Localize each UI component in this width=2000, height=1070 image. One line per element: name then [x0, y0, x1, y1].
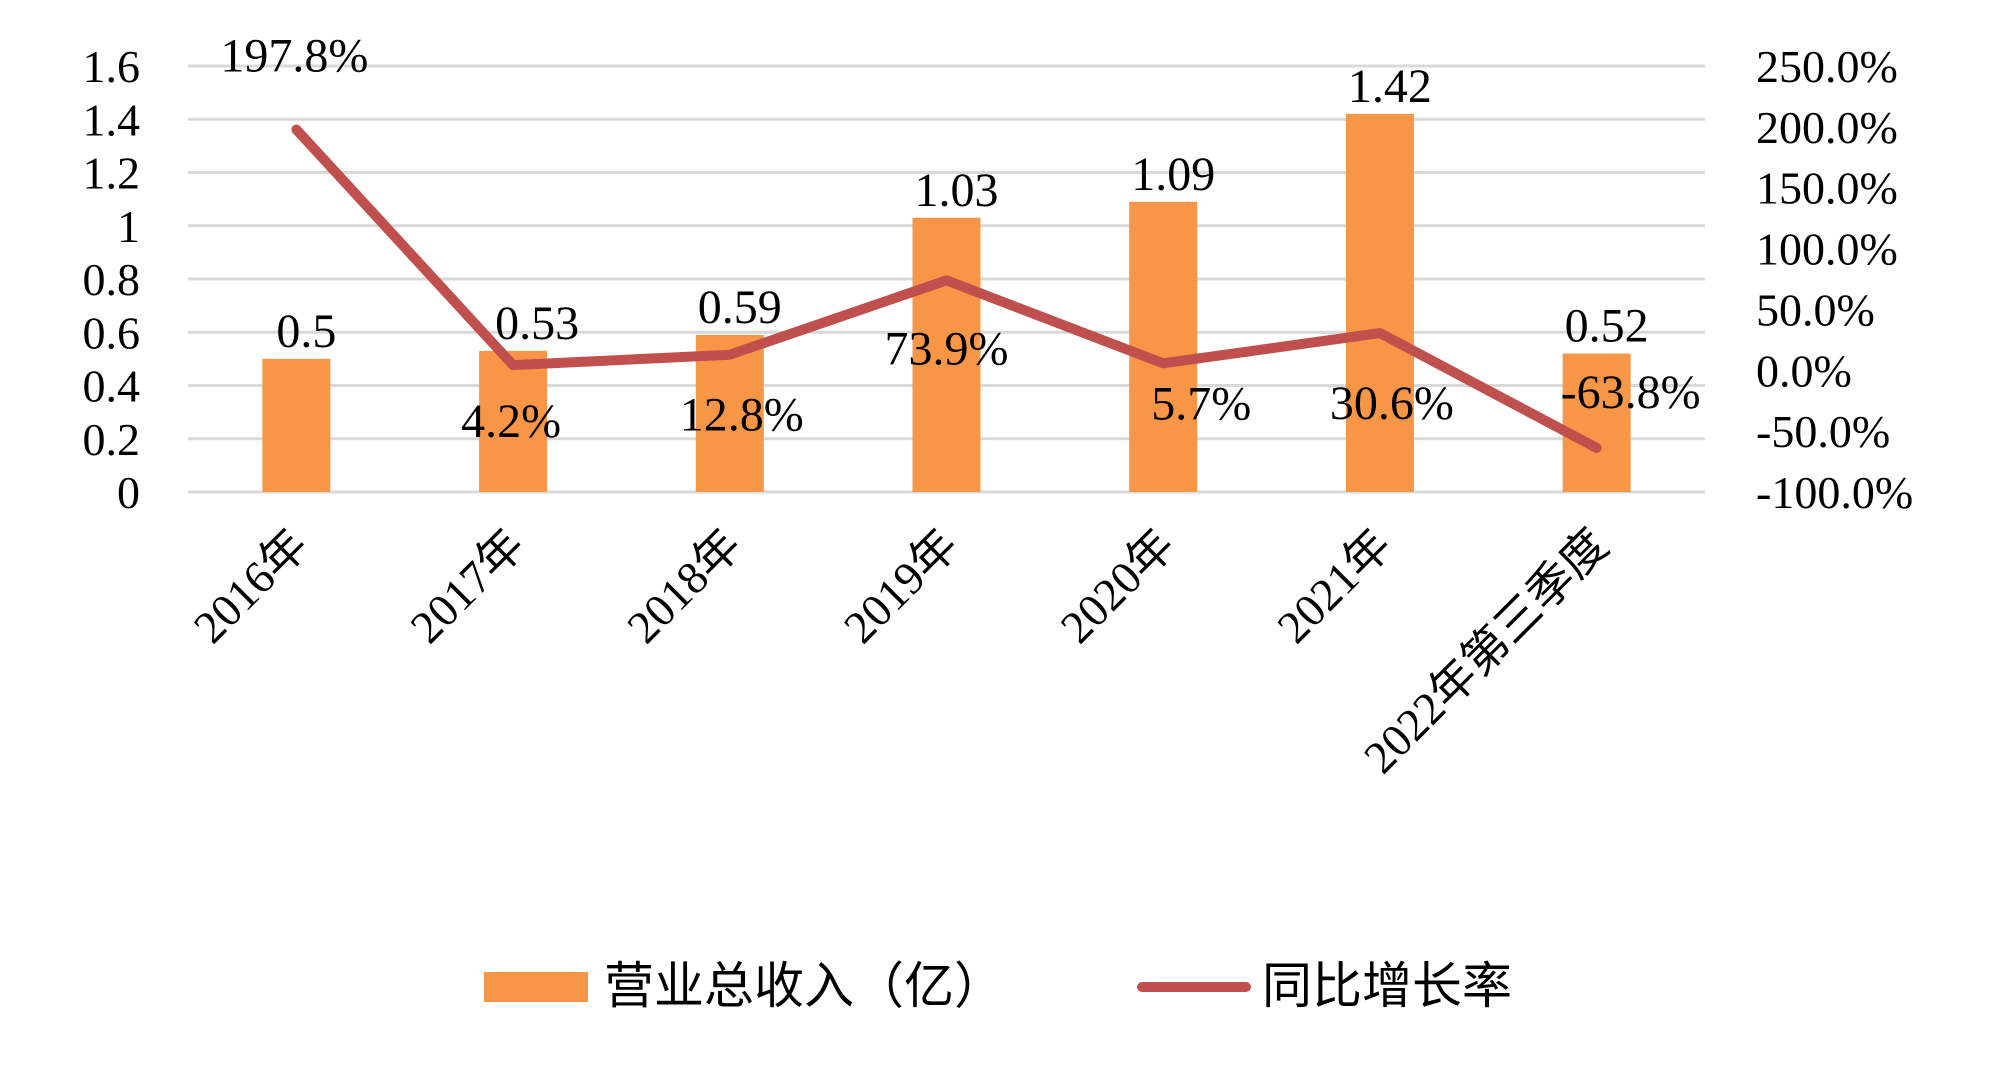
growth-value-label: 73.9% [885, 322, 1009, 375]
left-tick-label: 0.6 [83, 307, 141, 358]
left-tick-label: 1.6 [83, 41, 141, 92]
category-label: 2020年 [1051, 519, 1185, 653]
right-tick-label: 250.0% [1756, 41, 1898, 92]
bar-value-label: 1.09 [1131, 148, 1215, 201]
category-label: 2021年 [1267, 519, 1401, 653]
left-tick-label: 0.4 [83, 361, 141, 412]
bar-value-label: 1.03 [915, 164, 999, 217]
legend: 营业总收入（亿） 同比增长率 [484, 957, 1512, 1015]
revenue-bar [1345, 113, 1414, 493]
right-tick-label: -100.0% [1756, 467, 1913, 518]
category-label: 2019年 [834, 519, 968, 653]
revenue-bar [262, 358, 331, 492]
bar-value-label: 0.52 [1565, 300, 1649, 353]
growth-line [291, 124, 1602, 453]
right-tick-label: 100.0% [1756, 224, 1898, 275]
growth-value-label: 197.8% [220, 30, 368, 83]
growth-value-label: 12.8% [680, 389, 804, 442]
bar-value-label: 0.53 [495, 297, 579, 350]
growth-polyline [291, 124, 1602, 453]
growth-value-label: 30.6% [1330, 377, 1454, 430]
category-label: 2018年 [617, 519, 751, 653]
left-tick-label: 0.8 [83, 254, 141, 305]
left-tick-label: 1 [117, 201, 140, 252]
revenue-bar [912, 217, 981, 492]
revenue-bar [1129, 201, 1198, 492]
revenue-bar [695, 334, 764, 492]
legend-label-growth: 同比增长率 [1262, 957, 1512, 1015]
left-tick-label: 0.2 [83, 414, 141, 465]
category-label: 2016年 [184, 519, 318, 653]
category-label: 2017年 [400, 519, 534, 653]
right-axis-ticks: -100.0% -50.0% 0.0% 50.0% 100.0% 150.0% 200.0%… [1756, 41, 1913, 518]
legend-label-revenue: 营业总收入（亿） [604, 957, 1004, 1015]
growth-value-label: 5.7% [1151, 377, 1251, 430]
bar-data-labels: 0.5 0.53 0.59 1.03 1.09 1.42 0.52 [276, 60, 1648, 358]
line-data-labels: 197.8% 4.2% 12.8% 73.9% 5.7% 30.6% -63.8% [220, 30, 1700, 449]
left-tick-label: 1.4 [83, 94, 141, 145]
growth-value-label: -63.8% [1561, 366, 1701, 419]
bar-value-label: 1.42 [1348, 60, 1432, 113]
legend-swatch-revenue [484, 972, 588, 1002]
bar-value-label: 0.59 [698, 281, 782, 334]
revenue-bar [479, 350, 548, 492]
right-tick-label: 50.0% [1756, 284, 1875, 335]
growth-value-label: 4.2% [461, 395, 561, 448]
left-axis-ticks: 00.20.40.60.811.21.41.6 [83, 41, 141, 518]
revenue-bar [1562, 353, 1631, 492]
right-tick-label: 0.0% [1756, 345, 1852, 396]
right-tick-label: -50.0% [1756, 406, 1890, 457]
bar-value-label: 0.5 [276, 305, 336, 358]
left-tick-label: 0 [117, 467, 140, 518]
left-tick-label: 1.2 [83, 148, 141, 199]
right-tick-label: 150.0% [1756, 163, 1898, 214]
right-tick-label: 200.0% [1756, 102, 1898, 153]
revenue-bars [262, 113, 1631, 493]
